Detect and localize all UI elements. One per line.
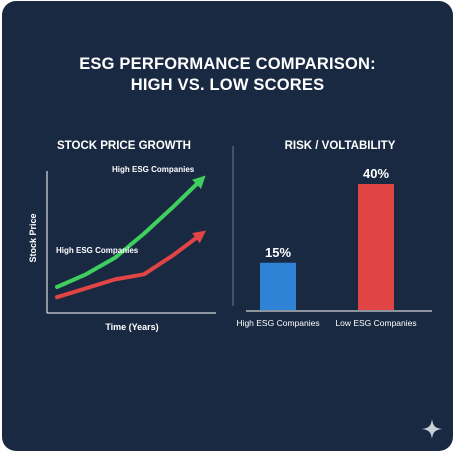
bar-group: 15% High ESG Companies 40% Low ESG Companie…	[236, 166, 416, 328]
line-series-green	[55, 175, 206, 289]
line-chart-title: STOCK PRICE GROWTH	[57, 140, 191, 152]
bar-chart-title: RISK / VOLTABILITY	[285, 140, 396, 152]
bar-value-label-1: 15%	[265, 245, 291, 260]
line-series-group	[55, 175, 207, 300]
bar-2	[358, 184, 394, 310]
sparkle-icon	[422, 419, 442, 439]
main-title: ESG PERFORMANCE COMPARISON: HIGH VS. LOW…	[2, 54, 453, 96]
bar-value-label-2: 40%	[363, 166, 389, 181]
bar-category-label-1: High ESG Companies	[236, 318, 319, 328]
bar-1	[260, 262, 296, 310]
line-series-red	[55, 230, 207, 300]
bar-category-label-2: Low ESG Companies	[335, 318, 416, 328]
main-title-line-1: ESG PERFORMANCE COMPARISON:	[79, 55, 376, 73]
line-chart-x-axis-label: Time (Years)	[105, 322, 158, 332]
line-chart-y-axis-label: Stock Price	[28, 213, 38, 262]
series-label-green: High ESG Companies	[112, 165, 195, 174]
main-title-line-2: HIGH VS. LOW SCORES	[130, 76, 325, 94]
series-label-red: High ESG Companies	[56, 246, 139, 255]
